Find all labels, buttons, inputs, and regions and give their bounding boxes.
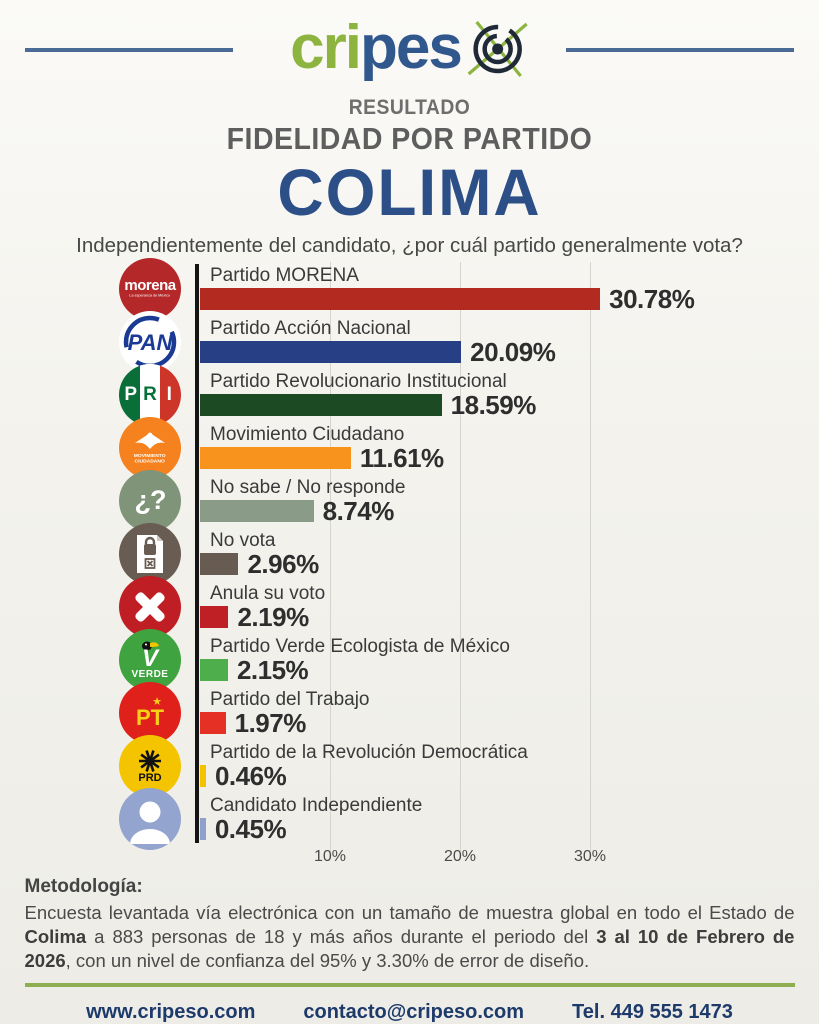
header-rule-right — [566, 48, 794, 52]
party-value: 2.96% — [247, 548, 319, 579]
report-title: FIDELIDAD POR PARTIDO — [226, 121, 593, 156]
party-row: ¿? No sabe / No responde 8.74% — [0, 469, 819, 532]
footer: www.cripeso.com contacto@cripeso.com Tel… — [0, 1001, 819, 1024]
website-link[interactable]: www.cripeso.com — [86, 1001, 256, 1023]
party-bar — [200, 818, 206, 840]
chart-rows: morena La esperanza de México Partido MOR… — [0, 257, 819, 850]
party-bar — [200, 765, 206, 787]
party-value: 0.46% — [214, 760, 287, 791]
x-tick-label: 30% — [573, 848, 607, 865]
header: cripes — [0, 0, 819, 96]
prd-logo: PRD — [119, 734, 181, 797]
party-bar — [200, 712, 226, 734]
party-row: No vota 2.96% — [0, 522, 819, 585]
party-label: Partido Acción Nacional — [210, 318, 411, 339]
party-label: Partido Revolucionario Institucional — [210, 371, 507, 392]
party-bar — [200, 606, 229, 628]
party-value: 11.61% — [359, 442, 444, 473]
party-row: PAN Partido Acción Nacional 20.09% — [0, 310, 819, 373]
sun-icon — [139, 749, 161, 772]
party-bar — [200, 341, 462, 363]
methodology-text: Encuesta levantada vía electrónica con u… — [24, 902, 795, 971]
party-bar — [200, 553, 239, 575]
toucan-icon — [142, 641, 159, 651]
party-label: Partido Verde Ecologista de México — [210, 636, 510, 657]
email-link[interactable]: contacto@cripeso.com — [303, 1001, 525, 1023]
party-row: V VERDE Partido Verde Ecologista de Méxi… — [0, 628, 819, 691]
independiente-logo — [119, 787, 181, 850]
party-label: Anula su voto — [210, 583, 326, 604]
party-row: Anula su voto 2.19% — [0, 575, 819, 638]
party-row: P R I Partido Revolucionario Institucion… — [0, 363, 819, 426]
morena-wordmark: morena — [124, 277, 176, 294]
pri-tricolor — [119, 363, 181, 426]
question-marks-icon: ¿? — [134, 485, 167, 515]
mc-logo: MOVIMIENTO CIUDADANO — [119, 416, 181, 479]
methodology-heading: Metodología: — [24, 876, 143, 897]
star-icon: ★ — [152, 696, 162, 708]
party-value: 0.45% — [214, 813, 287, 844]
party-value: 1.97% — [234, 707, 307, 738]
header-rule-left — [25, 48, 233, 52]
gridline — [330, 262, 331, 851]
person-icon — [130, 801, 170, 844]
pri-logo: P R I — [119, 363, 181, 426]
survey-question: Independientemente del candidato, ¿por c… — [76, 234, 743, 257]
brand-logo: cripes — [290, 8, 529, 88]
party-bar — [200, 288, 601, 310]
axis-line — [195, 264, 199, 843]
party-value: 20.09% — [470, 336, 556, 367]
party-label: Partido de la Revolución Democrática — [210, 742, 528, 763]
pt-logo: ★ PT — [119, 681, 181, 744]
party-label: Candidato Independiente — [210, 795, 423, 816]
footer-rule — [24, 983, 795, 987]
eagle-icon — [135, 432, 165, 449]
party-bar — [200, 394, 442, 416]
brand-name-green: cri — [290, 13, 362, 82]
x-tick-label: 10% — [313, 848, 347, 865]
party-value: 18.59% — [450, 389, 537, 420]
pan-logo: PAN — [119, 310, 181, 373]
anula-logo — [119, 575, 181, 638]
party-bar — [200, 659, 228, 681]
x-tick-label: 20% — [443, 848, 477, 865]
no-vota-logo — [119, 522, 181, 585]
party-row: MOVIMIENTO CIUDADANO Movimiento Ciudadano… — [0, 416, 819, 479]
verde-logo: V VERDE — [119, 628, 181, 691]
party-label: No sabe / No responde — [210, 477, 406, 498]
party-value: 2.15% — [236, 654, 309, 685]
gridline — [460, 262, 461, 851]
party-value: 30.78% — [609, 283, 695, 314]
party-label: Partido del Trabajo — [210, 689, 370, 710]
x-axis-ticks: 10% 20% 30% — [0, 845, 819, 870]
bar-chart: morena La esperanza de México Partido MOR… — [0, 257, 819, 870]
party-bar — [200, 500, 314, 522]
party-value: 2.19% — [237, 601, 309, 632]
party-row: ★ PT Partido del Trabajo 1.97% — [0, 681, 819, 744]
state-title: COLIMA — [277, 155, 542, 229]
party-row: morena La esperanza de México Partido MOR… — [0, 257, 819, 320]
party-bar — [200, 447, 351, 469]
nsnr-logo: ¿? — [119, 469, 181, 532]
svg-text:PAN: PAN — [128, 330, 174, 355]
phone-number: Tel. 449 555 1473 — [572, 1001, 733, 1023]
party-label: No vota — [210, 530, 276, 551]
brand-name-blue: pes — [360, 13, 463, 82]
gridline — [590, 262, 591, 851]
target-icon — [467, 20, 528, 78]
party-label: Partido MORENA — [210, 265, 359, 286]
morena-logo: morena La esperanza de México — [119, 257, 181, 320]
kicker: RESULTADO — [348, 96, 471, 119]
ballot-icon — [137, 534, 163, 573]
party-row: PRD Partido de la Revolución Democrática… — [0, 734, 819, 797]
party-row: Candidato Independiente 0.45% — [0, 787, 819, 850]
title-block: RESULTADO FIDELIDAD POR PARTIDO COLIMA — [0, 96, 819, 225]
methodology: Metodología: Encuesta levantada vía elec… — [25, 876, 795, 973]
party-label: Movimiento Ciudadano — [210, 424, 405, 445]
party-value: 8.74% — [322, 495, 395, 526]
